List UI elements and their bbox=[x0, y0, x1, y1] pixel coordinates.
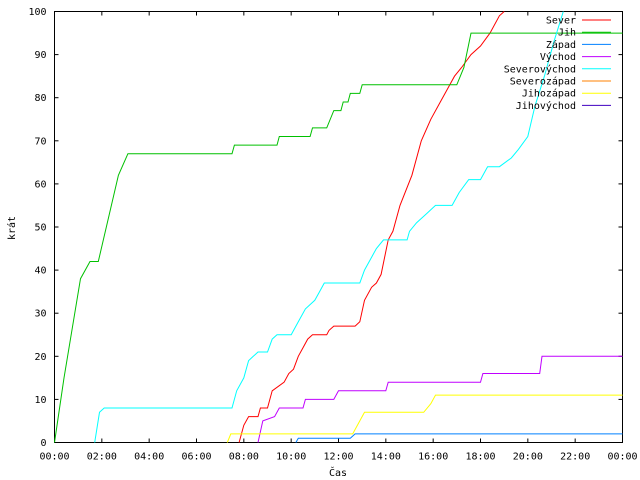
y-tick-label: 10 bbox=[34, 395, 46, 406]
legend-label: Jihovýchod bbox=[516, 100, 576, 112]
x-tick-label: 06:00 bbox=[181, 452, 211, 463]
y-tick-label: 20 bbox=[34, 352, 46, 363]
x-tick-label: 20:00 bbox=[513, 452, 543, 463]
series-line-3 bbox=[295, 433, 623, 443]
y-tick-label: 30 bbox=[34, 309, 46, 320]
x-tick-label: 00:00 bbox=[607, 452, 637, 463]
legend-label: Severovýchod bbox=[504, 63, 576, 75]
series-line-5 bbox=[94, 11, 564, 443]
y-tick-label: 100 bbox=[28, 7, 46, 18]
y-tick-label: 60 bbox=[34, 179, 46, 190]
x-tick-label: 10:00 bbox=[276, 452, 306, 463]
y-axis-label: krát bbox=[6, 216, 18, 240]
x-tick-label: 18:00 bbox=[465, 452, 495, 463]
series-line-1 bbox=[238, 11, 505, 443]
legend-label: Severozápad bbox=[510, 76, 576, 88]
x-tick-label: 08:00 bbox=[229, 452, 259, 463]
y-tick-label: 40 bbox=[34, 266, 46, 277]
legend-label: Jih bbox=[558, 28, 576, 39]
y-tick-label: 90 bbox=[34, 50, 46, 61]
x-tick-label: 12:00 bbox=[323, 452, 353, 463]
x-tick-label: 04:00 bbox=[134, 452, 164, 463]
legend-label: Sever bbox=[546, 16, 576, 27]
series-line-2 bbox=[54, 32, 623, 443]
y-tick-label: 80 bbox=[34, 93, 46, 104]
x-tick-label: 22:00 bbox=[560, 452, 590, 463]
x-axis-label: Čas bbox=[329, 466, 347, 479]
legend-label: Východ bbox=[540, 51, 576, 63]
legend-label: Západ bbox=[546, 39, 576, 51]
y-tick-label: 50 bbox=[34, 223, 46, 234]
x-tick-label: 16:00 bbox=[418, 452, 448, 463]
legend-label: Jihozápad bbox=[522, 88, 576, 100]
x-tick-label: 00:00 bbox=[39, 452, 69, 463]
x-tick-label: 02:00 bbox=[87, 452, 117, 463]
series-line-4 bbox=[257, 355, 623, 443]
y-tick-label: 0 bbox=[40, 438, 46, 449]
x-tick-label: 14:00 bbox=[371, 452, 401, 463]
y-tick-label: 70 bbox=[34, 136, 46, 147]
series-line-7 bbox=[226, 394, 623, 443]
